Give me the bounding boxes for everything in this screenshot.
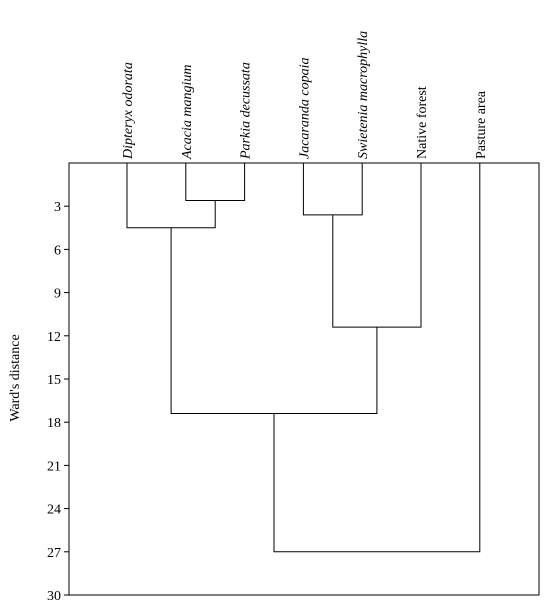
y-tick-label: 24 [47,503,61,518]
y-tick-label: 21 [47,459,61,474]
y-tick-label: 18 [47,416,61,431]
dendrogram-link [185,163,246,201]
y-tick-label: 27 [47,546,61,561]
dendrogram-link [126,163,216,229]
leaf-label: Jacaranda copaia [297,58,312,159]
leaf-labels: Dipteryx odorata Acacia mangium Parkia dec… [121,31,489,160]
y-tick-label: 9 [54,287,61,302]
leaf-label: Dipteryx odorata [121,62,136,160]
y-tick-label: 12 [47,330,61,345]
y-tick-label: 3 [54,200,61,215]
dendrogram-link [273,163,481,553]
dendrogram-link [302,163,363,216]
y-tick-label: 6 [54,243,61,258]
y-tick-label: 15 [47,373,61,388]
plot-frame [68,162,540,596]
y-tick-label: 30 [47,589,61,604]
dendrogram-link [332,163,422,328]
leaf-label: Pasture area [474,90,489,159]
y-axis-title: Ward's distance [8,334,23,421]
leaf-label: Swietenia macrophylla [356,31,371,159]
leaf-label: Acacia mangium [180,65,195,160]
leaf-label: Native forest [415,86,430,159]
leaf-label: Parkia decussata [239,62,254,160]
dendrogram-links [126,163,481,553]
dendrogram-link [170,227,378,415]
y-axis: 3 6 9 12 15 18 21 24 27 30 [47,200,69,604]
